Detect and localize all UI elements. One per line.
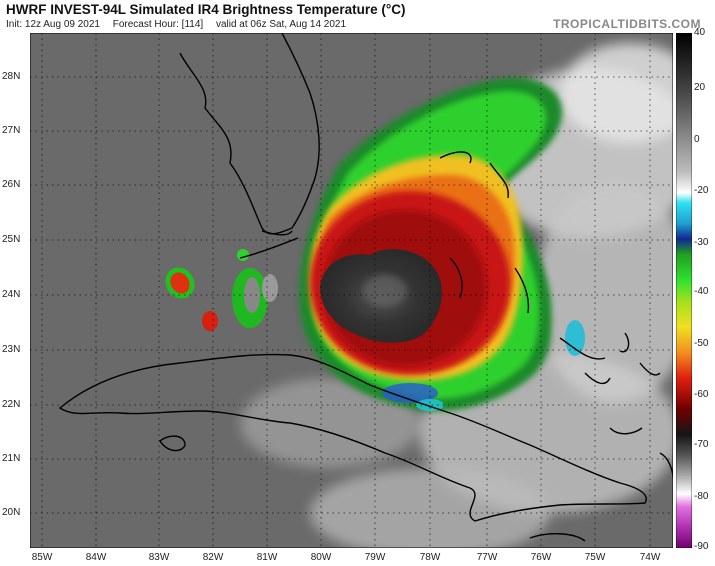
lon-label: 77W [476,552,498,563]
lon-label: 81W [256,552,278,563]
colorbar-label: -70 [694,439,709,450]
lat-label: 24N [2,289,21,300]
lat-label: 22N [2,399,21,410]
hurricane-cloud-shield [299,77,563,412]
colorbar-label: -30 [694,237,709,248]
lat-label: 23N [2,344,21,355]
ir-satellite-map [30,33,673,548]
lon-label: 79W [364,552,386,563]
lat-label: 28N [2,71,21,82]
init-time: Init: 12z Aug 09 2021 [6,19,100,30]
colorbar-label: 0 [694,134,700,145]
valid-time: valid at 06z Sat, Aug 14 2021 [215,19,347,30]
colorbar-label: -20 [694,185,709,196]
colorbar-label: 20 [694,82,706,93]
coastlines [58,33,673,542]
lat-label: 20N [2,507,21,518]
colorbar-label: 40 [694,27,706,38]
lat-label: 26N [2,179,21,190]
chart-title: HWRF INVEST-94L Simulated IR4 Brightness… [6,2,406,17]
lon-label: 75W [584,552,606,563]
colorbar-label: -80 [694,491,709,502]
lon-label: 84W [85,552,107,563]
lon-label: 74W [639,552,661,563]
chart-subtitle: Init: 12z Aug 09 2021 Forecast Hour: [11… [6,19,356,30]
lat-lon-grid [30,33,673,548]
cold-cloud-shield-east [240,43,673,548]
temperature-colorbar [676,33,692,548]
lon-label: 76W [530,552,552,563]
lat-label: 25N [2,234,21,245]
colorbar-label: -40 [694,286,709,297]
site-credit: TROPICALTIDBITS.COM [553,17,701,31]
lat-label: 21N [2,453,21,464]
forecast-hour: Forecast Hour: [114] [112,19,204,30]
lon-label: 85W [31,552,53,563]
lon-label: 78W [419,552,441,563]
colorbar-label: -60 [694,389,709,400]
lat-label: 27N [2,125,21,136]
lon-label: 82W [202,552,224,563]
lon-label: 83W [148,552,170,563]
colorbar-label: -90 [694,541,709,552]
colorbar-label: -50 [694,338,709,349]
lon-label: 80W [310,552,332,563]
